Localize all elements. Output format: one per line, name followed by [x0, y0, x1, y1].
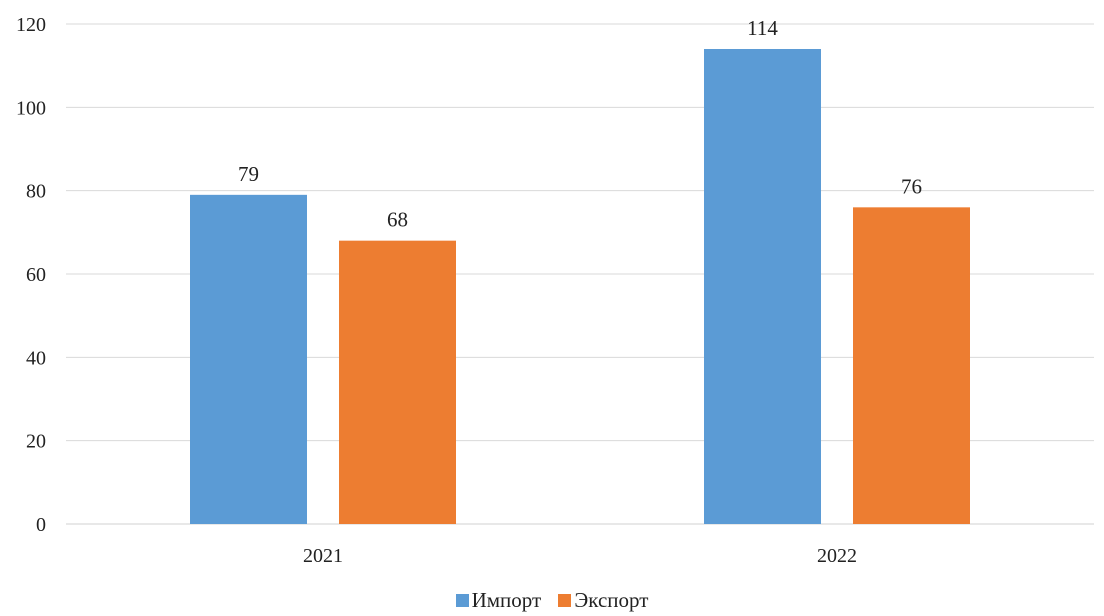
y-tick-label-60: 60: [26, 264, 46, 286]
bar-Импорт-2022: [704, 49, 821, 524]
y-tick-label-20: 20: [26, 431, 46, 453]
bar-Импорт-2021: [190, 194, 307, 525]
y-tick-label-0: 0: [36, 514, 46, 536]
legend-item-import: Импорт: [455, 588, 542, 613]
y-tick-label-40: 40: [26, 347, 46, 369]
legend-swatch-export: [558, 594, 572, 607]
y-tick-label-80: 80: [26, 181, 46, 203]
chart-plot: 0 20 40 60 80 100 120 79 68 2021 114 76 2022: [16, 14, 1094, 567]
data-label-Экспорт-2021: 68: [387, 208, 408, 232]
data-label-Импорт-2021: 79: [238, 162, 259, 186]
legend-label-export: Экспорт: [574, 588, 649, 612]
legend-swatch-import: [455, 594, 469, 607]
data-label-Импорт-2022: 114: [747, 16, 778, 40]
data-label-Экспорт-2022: 76: [901, 174, 922, 198]
x-tick-label-2022: 2022: [817, 545, 857, 567]
legend-item-export: Экспорт: [558, 588, 648, 613]
y-tick-label-120: 120: [16, 14, 46, 36]
y-tick-label-100: 100: [16, 97, 46, 119]
x-tick-label-2021: 2021: [303, 545, 343, 567]
legend: Импорт Экспорт: [0, 588, 1104, 613]
legend-label-import: Импорт: [471, 588, 542, 612]
bar-Экспорт-2022: [853, 207, 970, 525]
bar-Экспорт-2021: [339, 240, 456, 524]
